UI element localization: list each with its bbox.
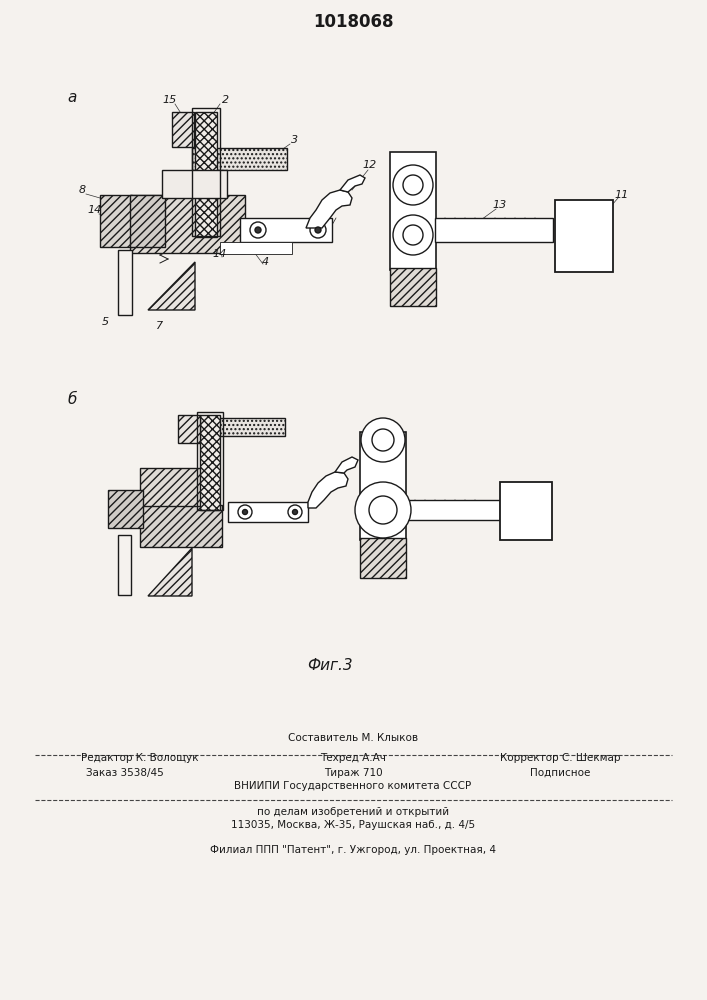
Text: 14: 14 <box>213 249 227 259</box>
Text: 7: 7 <box>156 321 163 331</box>
Polygon shape <box>340 175 365 192</box>
Text: 1018068: 1018068 <box>312 13 393 31</box>
Polygon shape <box>306 190 352 228</box>
Text: Заказ 3538/45: Заказ 3538/45 <box>86 768 164 778</box>
Bar <box>197 412 223 510</box>
Text: Фиг.3: Фиг.3 <box>307 658 353 674</box>
Circle shape <box>372 429 394 451</box>
Bar <box>192 148 287 170</box>
Text: 3: 3 <box>291 135 298 145</box>
Bar <box>192 108 220 236</box>
Circle shape <box>250 222 266 238</box>
Circle shape <box>288 505 302 519</box>
Text: 2: 2 <box>223 95 230 105</box>
Bar <box>220 242 292 254</box>
Bar <box>108 490 143 528</box>
Text: Филиал ППП "Патент", г. Ужгород, ул. Проектная, 4: Филиал ППП "Патент", г. Ужгород, ул. Про… <box>210 845 496 855</box>
Circle shape <box>361 418 405 462</box>
Bar <box>390 268 436 306</box>
Bar <box>500 482 552 540</box>
Text: Корректор С. Шекмар: Корректор С. Шекмар <box>500 753 620 763</box>
Bar <box>405 500 500 520</box>
Text: б: б <box>67 392 76 408</box>
Text: а: а <box>67 91 76 105</box>
Text: Подписное: Подписное <box>530 768 590 778</box>
Bar <box>228 502 308 522</box>
Bar <box>360 432 406 540</box>
Bar <box>100 195 132 247</box>
Text: ВНИИПИ Государственного комитета СССР: ВНИИПИ Государственного комитета СССР <box>235 781 472 791</box>
Text: 11: 11 <box>615 190 629 200</box>
Bar <box>140 468 202 506</box>
Polygon shape <box>148 262 195 310</box>
Polygon shape <box>308 472 348 508</box>
Circle shape <box>243 510 247 514</box>
Bar <box>195 112 217 237</box>
Text: 5: 5 <box>101 317 109 327</box>
Bar <box>172 112 194 147</box>
Circle shape <box>310 222 326 238</box>
Text: 15: 15 <box>163 95 177 105</box>
Circle shape <box>393 165 433 205</box>
Bar <box>162 170 227 198</box>
Circle shape <box>238 505 252 519</box>
Circle shape <box>355 482 411 538</box>
Bar <box>118 250 132 315</box>
Text: 14: 14 <box>88 205 102 215</box>
Polygon shape <box>335 457 358 473</box>
Text: 113035, Москва, Ж-35, Раушская наб., д. 4/5: 113035, Москва, Ж-35, Раушская наб., д. … <box>231 820 475 830</box>
Circle shape <box>293 510 298 514</box>
Text: Тираж 710: Тираж 710 <box>324 768 382 778</box>
Polygon shape <box>148 548 192 596</box>
Text: 13: 13 <box>493 200 507 210</box>
Circle shape <box>369 496 397 524</box>
Bar <box>200 415 220 510</box>
Bar <box>197 418 285 436</box>
Circle shape <box>315 227 321 233</box>
Bar <box>360 538 406 578</box>
Bar <box>435 218 553 242</box>
Bar <box>130 195 245 253</box>
Bar <box>555 200 613 272</box>
Text: 4: 4 <box>262 257 269 267</box>
Bar <box>240 218 332 242</box>
Text: 12: 12 <box>363 160 377 170</box>
Circle shape <box>403 175 423 195</box>
Circle shape <box>255 227 261 233</box>
Bar <box>178 415 200 443</box>
Text: по делам изобретений и открытий: по делам изобретений и открытий <box>257 807 449 817</box>
Text: Составитель М. Клыков: Составитель М. Клыков <box>288 733 418 743</box>
Bar <box>140 505 222 547</box>
Circle shape <box>393 215 433 255</box>
Text: 8: 8 <box>78 185 86 195</box>
Text: Техред А.Ач: Техред А.Ач <box>320 753 386 763</box>
Bar <box>118 535 131 595</box>
Bar <box>130 195 165 247</box>
Circle shape <box>403 225 423 245</box>
Bar <box>390 152 436 270</box>
Text: Редактор К. Волощук: Редактор К. Волощук <box>81 753 199 763</box>
